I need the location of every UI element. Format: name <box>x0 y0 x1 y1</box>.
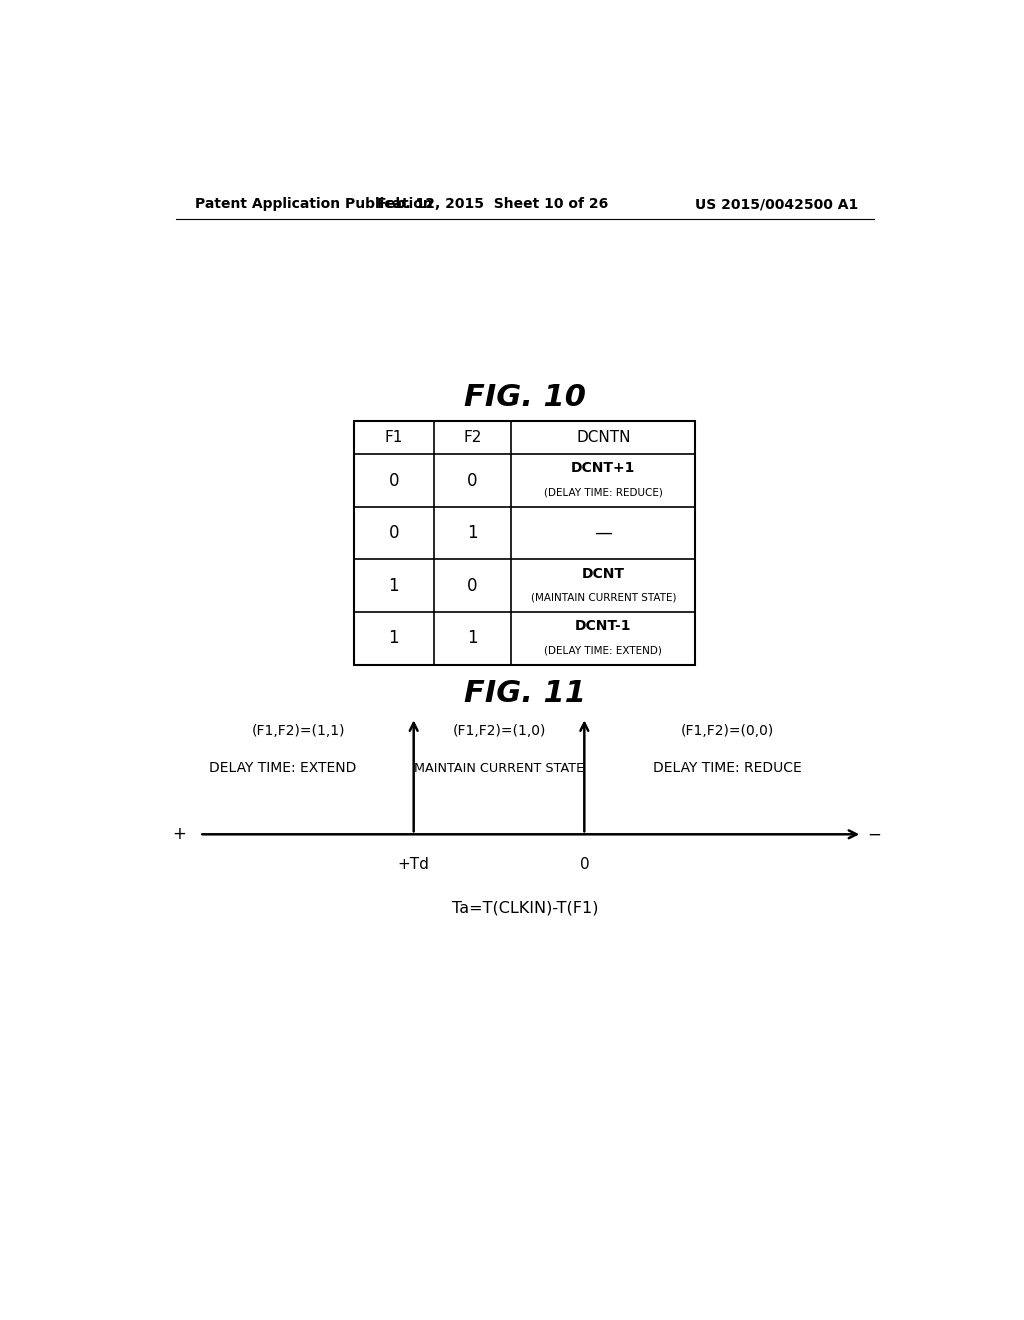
Text: (F1,F2)=(1,0): (F1,F2)=(1,0) <box>453 723 546 738</box>
Text: −: − <box>867 825 881 843</box>
Text: F1: F1 <box>385 430 403 445</box>
Text: FIG. 11: FIG. 11 <box>464 678 586 708</box>
Text: (F1,F2)=(1,1): (F1,F2)=(1,1) <box>252 723 345 738</box>
Text: FIG. 10: FIG. 10 <box>464 383 586 412</box>
Text: DELAY TIME: REDUCE: DELAY TIME: REDUCE <box>652 762 802 775</box>
Text: Ta=T(CLKIN)-T(F1): Ta=T(CLKIN)-T(F1) <box>452 900 598 915</box>
Text: DCNT-1: DCNT-1 <box>575 619 632 634</box>
Text: (MAINTAIN CURRENT STATE): (MAINTAIN CURRENT STATE) <box>530 593 676 603</box>
Text: 0: 0 <box>388 524 399 543</box>
Text: (DELAY TIME: REDUCE): (DELAY TIME: REDUCE) <box>544 488 663 498</box>
Text: 1: 1 <box>388 630 399 647</box>
Text: 1: 1 <box>467 630 478 647</box>
Text: DCNT+1: DCNT+1 <box>571 462 636 475</box>
Text: DCNT: DCNT <box>582 566 625 581</box>
Bar <box>354 421 695 664</box>
Text: DELAY TIME: EXTEND: DELAY TIME: EXTEND <box>209 762 356 775</box>
Text: DCNTN: DCNTN <box>577 430 631 445</box>
Text: 0: 0 <box>388 471 399 490</box>
Text: (F1,F2)=(0,0): (F1,F2)=(0,0) <box>681 723 774 738</box>
Text: 1: 1 <box>467 524 478 543</box>
Text: 1: 1 <box>388 577 399 595</box>
Text: 0: 0 <box>467 471 477 490</box>
Text: Patent Application Publication: Patent Application Publication <box>196 197 433 211</box>
Text: F2: F2 <box>463 430 481 445</box>
Text: US 2015/0042500 A1: US 2015/0042500 A1 <box>695 197 858 211</box>
Text: —: — <box>594 524 612 543</box>
Text: (DELAY TIME: EXTEND): (DELAY TIME: EXTEND) <box>545 645 663 656</box>
Text: MAINTAIN CURRENT STATE: MAINTAIN CURRENT STATE <box>415 762 585 775</box>
Text: 0: 0 <box>467 577 477 595</box>
Text: +: + <box>173 825 186 843</box>
Text: +Td: +Td <box>397 857 430 871</box>
Text: Feb. 12, 2015  Sheet 10 of 26: Feb. 12, 2015 Sheet 10 of 26 <box>378 197 608 211</box>
Text: 0: 0 <box>580 857 589 871</box>
